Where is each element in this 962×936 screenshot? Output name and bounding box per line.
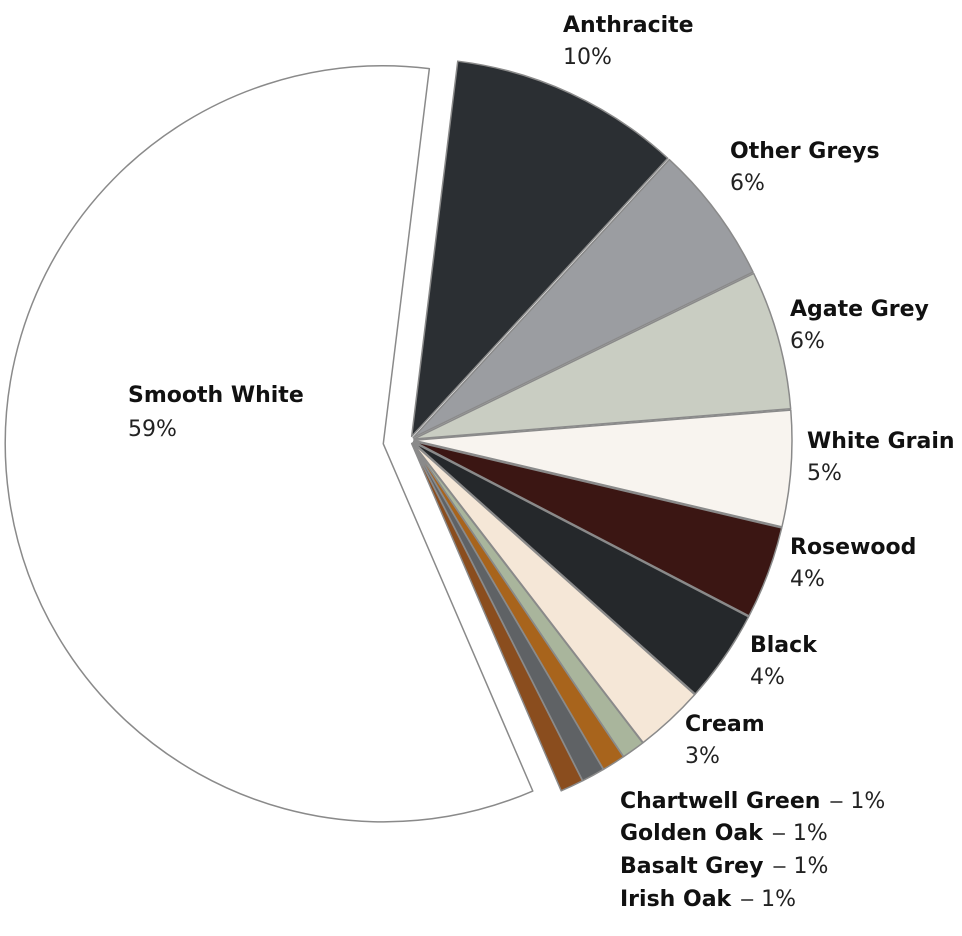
slice-label: Chartwell Green: [620, 789, 820, 814]
pie-slice: [4, 65, 534, 823]
slice-label: Agate Grey: [790, 297, 929, 322]
pie-slice: [412, 158, 754, 439]
slice-label: Smooth White: [128, 383, 304, 408]
pie-slice: [413, 440, 783, 617]
slice-value: 1%: [850, 789, 885, 814]
slice-label: Golden Oak: [620, 821, 764, 846]
slice-value: 59%: [128, 417, 177, 442]
pie-slice: [413, 272, 792, 440]
slice-label: Irish Oak: [620, 887, 733, 912]
slice-label: Cream: [685, 712, 765, 737]
slice-value: 3%: [685, 744, 720, 769]
pie-slice: [410, 442, 584, 792]
slice-label: Other Greys: [730, 139, 880, 164]
slice-value: 5%: [807, 461, 842, 486]
pie-slice: [412, 441, 750, 695]
slice-value: 4%: [750, 665, 785, 690]
slice-label: White Grain: [807, 429, 955, 454]
slice-value: 1%: [793, 854, 828, 879]
pie-slice: [413, 409, 793, 528]
slice-value: 4%: [790, 567, 825, 592]
slice-value: 1%: [793, 821, 828, 846]
slice-label: Rosewood: [790, 535, 916, 560]
slice-value: 6%: [730, 171, 765, 196]
slice-value: 6%: [790, 329, 825, 354]
slice-label: Black: [750, 633, 818, 658]
slice-label: Anthracite: [563, 13, 694, 38]
pie-slice: [410, 60, 669, 438]
slice-value: 10%: [563, 45, 612, 70]
slice-value: 1%: [761, 887, 796, 912]
slice-label: Basalt Grey: [620, 854, 763, 879]
